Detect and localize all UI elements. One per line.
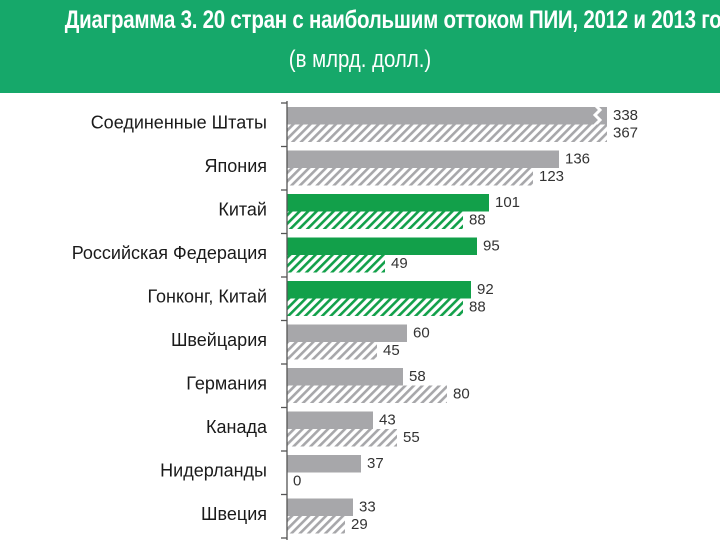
value-label-швейцария-series-2: 45 xyxy=(383,342,400,359)
bar-нидерланды-series-1 xyxy=(287,455,361,473)
category-label-япония: Япония xyxy=(205,156,268,176)
chart-header: Диаграмма 3. 20 стран с наибольшим отток… xyxy=(0,0,720,93)
bar-гонконг-китай-series-2 xyxy=(287,298,463,316)
bar-швеция-series-1 xyxy=(287,498,353,516)
bar-канада-series-1 xyxy=(287,411,373,429)
value-label-гонконг-китай-series-2: 88 xyxy=(469,299,486,316)
value-label-соединенные-штаты-series-2: 367 xyxy=(613,125,638,142)
bar-китай-series-2 xyxy=(287,211,463,229)
value-label-германия-series-1: 58 xyxy=(409,368,426,385)
category-label-канада: Канада xyxy=(206,417,268,437)
bar-япония-series-2 xyxy=(287,168,533,186)
category-label-швейцария: Швейцария xyxy=(171,330,267,350)
bar-швеция-series-2 xyxy=(287,516,345,534)
value-label-российская-федерация-series-1: 95 xyxy=(483,238,500,255)
value-label-япония-series-1: 136 xyxy=(565,151,590,168)
value-label-нидерланды-series-2: 0 xyxy=(293,473,301,490)
bar-германия-series-2 xyxy=(287,385,447,403)
category-label-гонконг-китай: Гонконг, Китай xyxy=(147,287,267,307)
bar-российская-федерация-series-1 xyxy=(287,237,477,255)
value-label-швеция-series-1: 33 xyxy=(359,499,376,516)
value-label-нидерланды-series-1: 37 xyxy=(367,455,384,472)
bar-германия-series-1 xyxy=(287,368,403,386)
value-label-соединенные-штаты-series-1: 338 xyxy=(613,107,638,124)
value-label-швеция-series-2: 29 xyxy=(351,516,368,533)
category-label-швеция: Швеция xyxy=(201,504,267,524)
bar-гонконг-китай-series-1 xyxy=(287,281,471,299)
category-label-российская-федерация: Российская Федерация xyxy=(72,243,267,263)
value-label-япония-series-2: 123 xyxy=(539,168,564,185)
value-label-германия-series-2: 80 xyxy=(453,386,470,403)
value-label-китай-series-2: 88 xyxy=(469,212,486,229)
value-label-гонконг-китай-series-1: 92 xyxy=(477,281,494,298)
bar-российская-федерация-series-2 xyxy=(287,255,385,273)
chart-subtitle: (в млрд. долл.) xyxy=(288,46,432,73)
chart-title: Диаграмма 3. 20 стран с наибольшим отток… xyxy=(64,6,720,34)
bar-швейцария-series-1 xyxy=(287,324,407,342)
value-label-китай-series-1: 101 xyxy=(495,194,520,211)
bar-соединенные-штаты-series-1 xyxy=(287,107,607,125)
bar-япония-series-1 xyxy=(287,150,559,168)
category-label-китай: Китай xyxy=(218,200,267,220)
category-label-соединенные-штаты: Соединенные Штаты xyxy=(91,113,267,133)
bar-соединенные-штаты-series-2 xyxy=(287,124,607,142)
value-label-швейцария-series-1: 60 xyxy=(413,325,430,342)
bar-канада-series-2 xyxy=(287,429,397,447)
value-label-российская-федерация-series-2: 49 xyxy=(391,255,408,272)
bar-китай-series-1 xyxy=(287,194,489,212)
bar-швейцария-series-2 xyxy=(287,342,377,360)
category-label-германия: Германия xyxy=(186,374,267,394)
value-label-канада-series-1: 43 xyxy=(379,412,396,429)
value-label-канада-series-2: 55 xyxy=(403,429,420,446)
category-label-нидерланды: Нидерланды xyxy=(160,461,267,481)
